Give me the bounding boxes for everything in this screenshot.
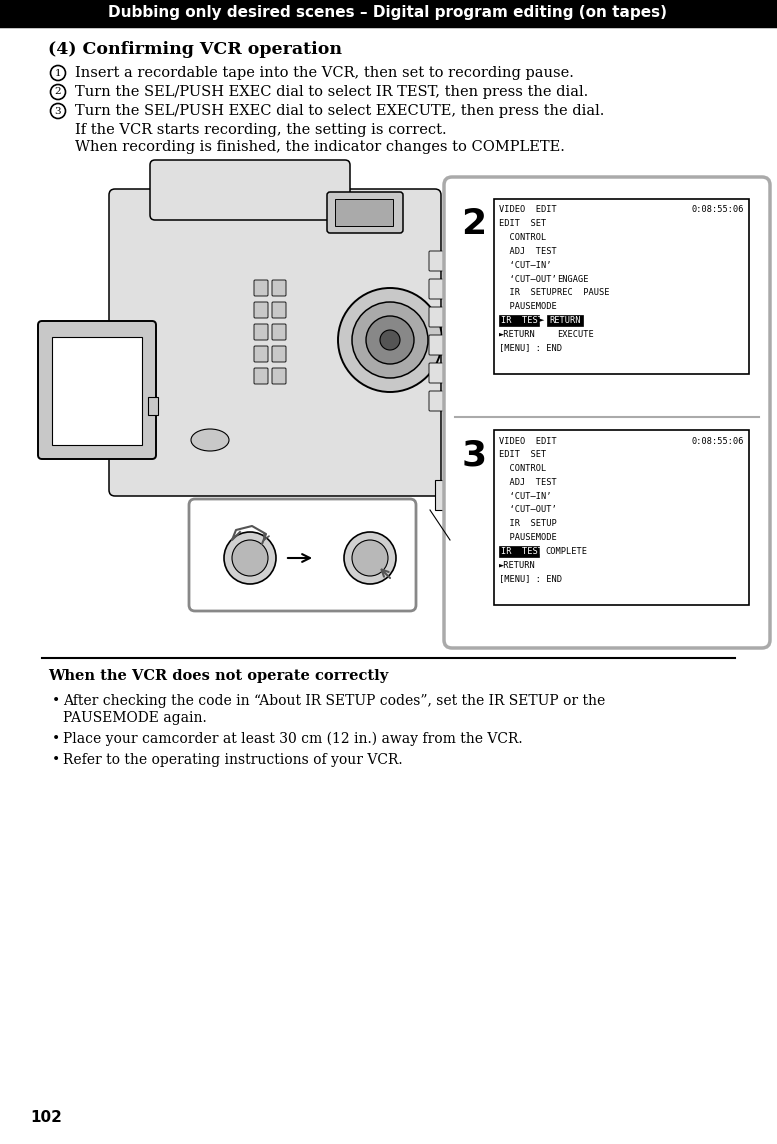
Text: COMPLETE: COMPLETE — [545, 547, 587, 556]
Text: 3: 3 — [54, 106, 61, 116]
Bar — [148, 397, 158, 415]
Circle shape — [224, 532, 276, 583]
Text: After checking the code in “About IR SETUP codes”, set the IR SETUP or the: After checking the code in “About IR SET… — [63, 694, 605, 708]
Bar — [494, 430, 749, 605]
Text: PAUSEMODE again.: PAUSEMODE again. — [63, 712, 207, 725]
Text: ‘CUT–OUT’: ‘CUT–OUT’ — [499, 506, 557, 515]
Text: IR  TEST: IR TEST — [501, 316, 543, 325]
Text: Refer to the operating instructions of your VCR.: Refer to the operating instructions of y… — [63, 753, 402, 766]
Circle shape — [352, 302, 428, 378]
FancyBboxPatch shape — [272, 302, 286, 318]
Text: Place your camcorder at least 30 cm (12 in.) away from the VCR.: Place your camcorder at least 30 cm (12 … — [63, 732, 523, 746]
Text: IR  SETUP: IR SETUP — [499, 519, 557, 529]
Text: (4) Confirming VCR operation: (4) Confirming VCR operation — [48, 41, 342, 58]
Text: ►RETURN: ►RETURN — [499, 329, 536, 339]
FancyBboxPatch shape — [254, 302, 268, 318]
Bar — [0, 0, 777, 26]
Text: EXECUTE: EXECUTE — [557, 329, 594, 339]
FancyBboxPatch shape — [327, 192, 403, 233]
Text: Turn the SEL/PUSH EXEC dial to select IR TEST, then press the dial.: Turn the SEL/PUSH EXEC dial to select IR… — [75, 85, 588, 100]
Text: Insert a recordable tape into the VCR, then set to recording pause.: Insert a recordable tape into the VCR, t… — [75, 66, 574, 80]
FancyBboxPatch shape — [189, 499, 416, 611]
Text: REC  PAUSE: REC PAUSE — [557, 288, 609, 297]
Text: CONTROL: CONTROL — [499, 464, 546, 474]
Text: ►RETURN: ►RETURN — [499, 561, 536, 570]
FancyBboxPatch shape — [254, 368, 268, 384]
Text: PAUSEMODE: PAUSEMODE — [499, 533, 557, 542]
Bar — [499, 315, 539, 326]
FancyBboxPatch shape — [254, 345, 268, 362]
FancyBboxPatch shape — [429, 307, 447, 327]
Bar — [494, 199, 749, 374]
FancyBboxPatch shape — [38, 321, 156, 459]
Bar — [499, 546, 539, 557]
Text: ►: ► — [539, 317, 545, 324]
Ellipse shape — [191, 429, 229, 451]
Text: 2: 2 — [462, 207, 486, 241]
Text: When the VCR does not operate correctly: When the VCR does not operate correctly — [48, 669, 388, 683]
Text: ‘CUT–IN’: ‘CUT–IN’ — [499, 492, 552, 501]
Text: IR  SETUP: IR SETUP — [499, 288, 557, 297]
Text: RETURN: RETURN — [549, 316, 580, 325]
Text: ADJ  TEST: ADJ TEST — [499, 478, 557, 487]
Text: 2: 2 — [54, 87, 61, 96]
FancyBboxPatch shape — [429, 391, 447, 411]
Text: ADJ  TEST: ADJ TEST — [499, 247, 557, 256]
FancyBboxPatch shape — [272, 280, 286, 296]
Text: 0:08:55:06: 0:08:55:06 — [692, 437, 744, 445]
Bar — [52, 337, 142, 445]
FancyBboxPatch shape — [150, 160, 350, 220]
Text: [MENU] : END: [MENU] : END — [499, 574, 562, 583]
Bar — [547, 315, 583, 326]
Bar — [335, 199, 393, 227]
FancyBboxPatch shape — [429, 279, 447, 299]
FancyBboxPatch shape — [272, 324, 286, 340]
FancyBboxPatch shape — [444, 177, 770, 648]
FancyBboxPatch shape — [254, 280, 268, 296]
Text: PAUSEMODE: PAUSEMODE — [499, 302, 557, 311]
Circle shape — [232, 540, 268, 575]
Text: Dubbing only desired scenes – Digital program editing (on tapes): Dubbing only desired scenes – Digital pr… — [109, 6, 667, 21]
FancyBboxPatch shape — [272, 345, 286, 362]
Text: •: • — [52, 753, 61, 766]
Text: 1: 1 — [54, 69, 61, 78]
Text: Turn the SEL/PUSH EXEC dial to select EXECUTE, then press the dial.: Turn the SEL/PUSH EXEC dial to select EX… — [75, 104, 605, 118]
Text: When recording is finished, the indicator changes to COMPLETE.: When recording is finished, the indicato… — [75, 140, 565, 154]
Text: 102: 102 — [30, 1111, 62, 1126]
FancyBboxPatch shape — [254, 324, 268, 340]
Text: 3: 3 — [462, 438, 486, 472]
Text: 0:08:55:06: 0:08:55:06 — [692, 206, 744, 215]
Text: •: • — [52, 732, 61, 746]
FancyBboxPatch shape — [109, 189, 441, 496]
Text: VIDEO  EDIT: VIDEO EDIT — [499, 206, 557, 215]
FancyBboxPatch shape — [272, 368, 286, 384]
Circle shape — [338, 288, 442, 392]
Text: ‘CUT–IN’: ‘CUT–IN’ — [499, 261, 552, 270]
Circle shape — [344, 532, 396, 583]
Text: EDIT  SET: EDIT SET — [499, 220, 546, 229]
Text: If the VCR starts recording, the setting is correct.: If the VCR starts recording, the setting… — [75, 124, 447, 137]
Circle shape — [380, 329, 400, 350]
Bar — [435, 480, 455, 510]
Text: CONTROL: CONTROL — [499, 233, 546, 243]
Text: ENGAGE: ENGAGE — [557, 275, 588, 284]
Text: ‘CUT–OUT’: ‘CUT–OUT’ — [499, 275, 557, 284]
FancyBboxPatch shape — [429, 335, 447, 355]
Text: [MENU] : END: [MENU] : END — [499, 343, 562, 352]
Text: IR  TEST: IR TEST — [501, 547, 543, 556]
Text: •: • — [52, 694, 61, 708]
Text: VIDEO  EDIT: VIDEO EDIT — [499, 437, 557, 445]
FancyBboxPatch shape — [429, 363, 447, 383]
Circle shape — [352, 540, 388, 575]
Circle shape — [366, 316, 414, 364]
Text: EDIT  SET: EDIT SET — [499, 451, 546, 459]
FancyBboxPatch shape — [429, 251, 447, 271]
